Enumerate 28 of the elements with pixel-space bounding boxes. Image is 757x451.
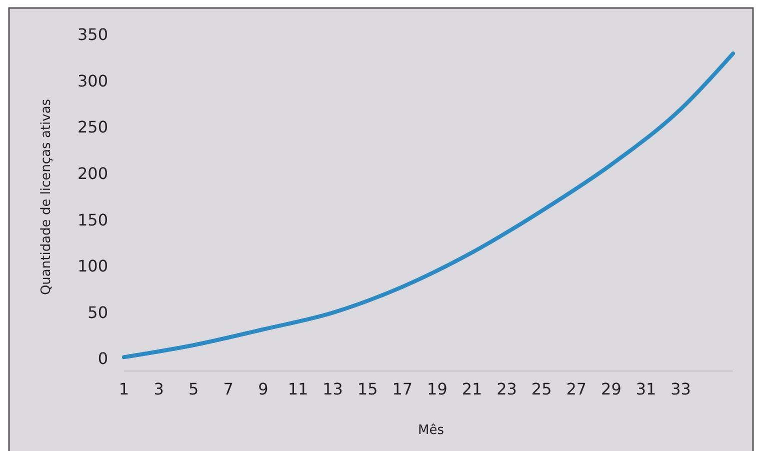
line-series xyxy=(122,52,735,360)
y-tick-label: 50 xyxy=(88,302,108,322)
x-tick-label: 7 xyxy=(223,379,234,398)
y-tick-label: 350 xyxy=(77,25,108,44)
x-axis-title: Mês xyxy=(418,423,444,438)
x-tick-label: 3 xyxy=(154,379,164,398)
x-tick-label: 25 xyxy=(531,379,552,398)
y-tick-label: 300 xyxy=(77,71,108,90)
x-tick-label: 11 xyxy=(288,379,308,398)
x-tick-label: 29 xyxy=(601,379,622,398)
y-tick-label: 200 xyxy=(77,164,108,183)
x-tick-label: 5 xyxy=(188,379,199,398)
y-tick-label: 0 xyxy=(98,349,108,368)
x-tick-label: 15 xyxy=(357,379,378,398)
y-tick-label: 100 xyxy=(77,256,108,276)
x-tick-label: 31 xyxy=(636,379,656,398)
y-tick-label: 250 xyxy=(77,118,108,137)
x-tick-label: 19 xyxy=(427,379,448,398)
y-tick-label: 150 xyxy=(77,210,108,230)
x-tick-label: 17 xyxy=(392,379,413,398)
x-tick-label: 23 xyxy=(496,379,517,398)
x-tick-label: 21 xyxy=(462,379,482,398)
x-tick-label: 33 xyxy=(670,379,691,398)
y-axis-title: Quantidade de licenças ativas xyxy=(39,98,54,296)
x-tick-label: 27 xyxy=(566,379,587,398)
x-tick-label: 13 xyxy=(322,379,343,398)
x-tick-label: 1 xyxy=(118,379,130,398)
x-tick-label: 9 xyxy=(258,379,268,398)
